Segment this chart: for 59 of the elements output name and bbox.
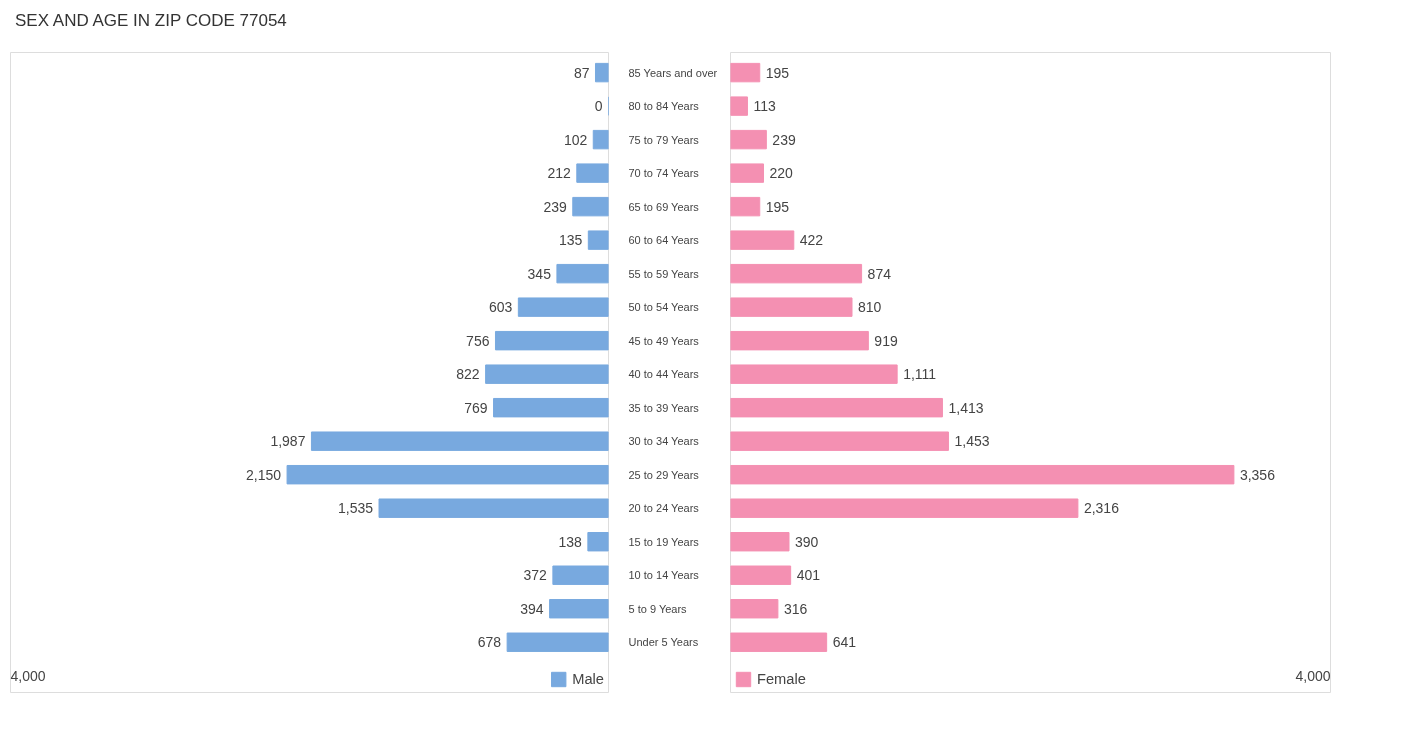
data-label: 195 — [765, 198, 790, 215]
y-tick-label: Under 5 Years — [628, 636, 699, 649]
data-label: 810 — [858, 299, 882, 316]
legend-label: Female — [757, 671, 806, 688]
data-label: 220 — [769, 165, 794, 182]
data-label: 394 — [520, 601, 544, 618]
y-tick-label: 30 to 34 Years — [628, 435, 700, 448]
data-label: 1,111 — [903, 366, 937, 383]
y-tick-label: 50 to 54 Years — [628, 301, 700, 314]
y-tick-label: 80 to 84 Years — [628, 100, 700, 113]
data-label: 390 — [795, 534, 819, 550]
data-label: 2,316 — [1083, 500, 1120, 517]
chart-title: SEX AND AGE IN ZIP CODE 77054 — [14, 10, 288, 32]
y-tick-label: 15 to 19 Years — [628, 536, 700, 548]
data-label: 102 — [563, 131, 588, 148]
y-tick-label: 25 to 29 Years — [628, 468, 700, 481]
data-label: 641 — [832, 634, 857, 651]
data-label: 135 — [558, 232, 583, 249]
data-label: 113 — [753, 98, 776, 115]
data-label: 138 — [558, 534, 583, 550]
data-label: 239 — [772, 131, 796, 148]
annotation: 4,000 — [10, 668, 46, 685]
data-label: 756 — [466, 332, 490, 349]
data-label: 239 — [543, 198, 567, 215]
data-label: 1,453 — [954, 433, 990, 450]
data-label: 372 — [523, 567, 548, 584]
data-label: 1,987 — [270, 433, 306, 450]
data-label: 1,413 — [948, 399, 984, 416]
y-tick-label: 65 to 69 Years — [628, 200, 700, 213]
data-label: 919 — [874, 332, 898, 349]
data-label: 3,356 — [1239, 466, 1276, 483]
y-tick-label: 60 to 64 Years — [628, 234, 700, 247]
data-label: 316 — [783, 601, 808, 618]
y-tick-label: 70 to 74 Years — [628, 167, 700, 180]
legend-label: Male — [572, 671, 604, 688]
y-tick-label: 85 Years and over — [628, 66, 718, 79]
data-label: 345 — [527, 265, 552, 282]
data-label: 603 — [488, 299, 513, 316]
y-tick-label: 35 to 39 Years — [628, 401, 700, 414]
y-tick-label: 45 to 49 Years — [628, 334, 700, 347]
data-label: 822 — [456, 366, 480, 383]
y-tick-label: 75 to 79 Years — [628, 133, 700, 146]
y-tick-label: 10 to 14 Years — [628, 569, 700, 582]
data-label: 2,150 — [246, 466, 282, 483]
annotation: 4,000 — [1295, 668, 1331, 685]
data-label: 401 — [796, 567, 821, 584]
data-label: 1,535 — [337, 500, 374, 517]
data-label: 195 — [765, 64, 790, 81]
data-label: 769 — [464, 399, 488, 416]
data-label: 422 — [799, 232, 824, 249]
data-label: 87 — [573, 64, 590, 81]
data-label: 874 — [867, 265, 892, 282]
data-label: 678 — [477, 634, 502, 651]
data-label: 0 — [594, 98, 603, 115]
y-tick-label: 20 to 24 Years — [628, 502, 700, 515]
y-tick-label: 40 to 44 Years — [628, 368, 700, 381]
y-tick-label: 5 to 9 Years — [628, 603, 688, 616]
data-label: 212 — [547, 165, 572, 182]
y-tick-label: 55 to 59 Years — [628, 267, 700, 280]
